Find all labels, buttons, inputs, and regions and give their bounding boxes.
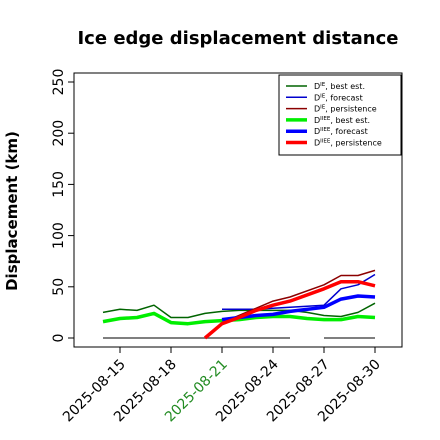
y-tick-label-50: 50 xyxy=(51,278,67,296)
y-axis-label: Displacement (km) xyxy=(3,131,21,291)
series-line-3 xyxy=(221,269,376,324)
series-line-4 xyxy=(102,311,376,326)
y-tick-label-100: 100 xyxy=(51,222,67,249)
legend-label-4: DIIEE, best est. xyxy=(314,116,370,125)
series-line-1 xyxy=(102,302,376,319)
y-tick-label-200: 200 xyxy=(51,120,67,147)
y-tick-label-150: 150 xyxy=(51,171,67,198)
legend-label-1: DIE, best est. xyxy=(314,82,365,91)
legend-label-2: DIE, forecast xyxy=(314,93,363,102)
chart-title: Ice edge displacement distance xyxy=(77,28,398,49)
legend-label-6: DIIEE, persistence xyxy=(314,139,382,148)
legend-label-5: DIIEE, forecast xyxy=(314,127,368,136)
series-line-2 xyxy=(222,273,376,311)
y-tick-label-250: 250 xyxy=(51,69,67,96)
legend-label-3: DIE, persistence xyxy=(314,105,377,114)
series-line-6 xyxy=(203,279,376,340)
plot-frame xyxy=(73,72,403,348)
y-tick-label-0: 0 xyxy=(51,334,67,343)
legend: DIE, best est. DIE, forecast DIE, persiste… xyxy=(278,74,402,156)
